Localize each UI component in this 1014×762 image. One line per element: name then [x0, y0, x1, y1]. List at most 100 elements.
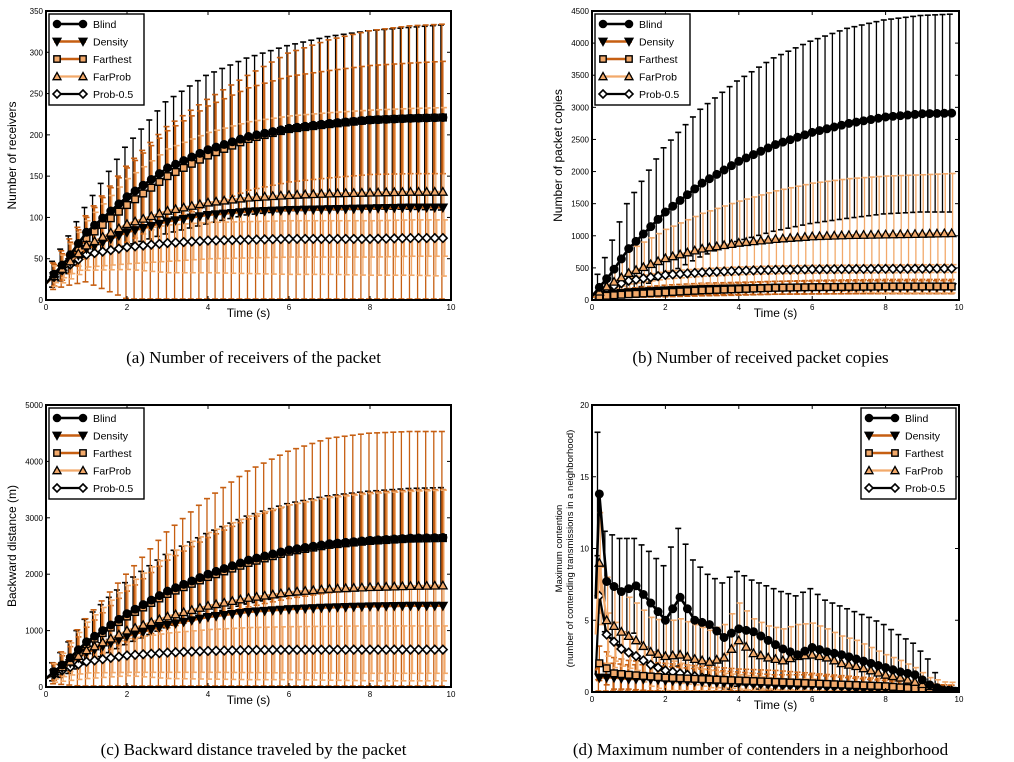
data-point [260, 551, 270, 561]
data-point [137, 213, 149, 223]
data-point [718, 652, 730, 662]
data-point [866, 681, 875, 690]
data-point [316, 540, 326, 550]
data-point [275, 233, 287, 245]
data-point [733, 237, 745, 247]
data-point [170, 608, 181, 619]
data-point [259, 606, 271, 617]
x-axis-label: Time (s) [227, 306, 271, 320]
y-tick-label: 2000 [25, 570, 43, 579]
data-point [380, 644, 392, 655]
data-point [210, 196, 222, 206]
legend-marker [889, 482, 901, 494]
caption-d: (d) Maximum number of contenders in a ne… [572, 740, 949, 759]
data-point [910, 670, 920, 680]
data-point [683, 674, 692, 683]
data-point [668, 287, 677, 296]
y-tick-label: 250 [30, 90, 44, 99]
data-point [712, 626, 722, 636]
data-point [130, 186, 140, 196]
data-point [711, 240, 723, 251]
data-point [73, 239, 83, 249]
data-point [397, 534, 407, 544]
y-axis-label: Backward distance (m) [5, 485, 19, 607]
y-tick-label: 0 [39, 683, 44, 692]
data-point [49, 667, 59, 677]
data-point [814, 650, 825, 661]
data-point [638, 589, 648, 599]
data-point [793, 283, 802, 292]
data-point [162, 610, 173, 621]
data-point [740, 641, 752, 651]
data-point [194, 198, 206, 209]
data-point [235, 558, 245, 568]
data-point [624, 670, 633, 679]
x-tick-label: 6 [810, 303, 815, 312]
data-point [121, 241, 133, 253]
data-point [631, 581, 641, 591]
data-point [332, 603, 343, 613]
data-point [777, 232, 789, 243]
data-point [308, 120, 318, 130]
data-point [793, 678, 802, 687]
data-point [771, 283, 780, 292]
data-point [866, 115, 876, 125]
chart-d: 0 2 4 6 8 10 0 5 10 15 20 Time (s) Maximum contentio… [554, 401, 964, 712]
data-point [275, 587, 287, 598]
data-point [284, 123, 294, 133]
data-point [340, 644, 352, 655]
legend-marker [625, 55, 633, 63]
data-point [73, 658, 84, 670]
data-point [874, 681, 883, 691]
data-point [793, 132, 802, 142]
data-point [858, 263, 869, 275]
data-point [139, 189, 148, 198]
data-point [638, 229, 648, 239]
data-point [381, 534, 391, 544]
data-point [251, 207, 262, 217]
data-point [267, 644, 279, 656]
data-point [916, 228, 928, 238]
data-point [924, 263, 935, 274]
data-point [341, 117, 351, 127]
legend-entry-prob-0.5: Prob-0.5 [597, 88, 679, 101]
data-point [726, 628, 736, 638]
data-point [437, 232, 449, 244]
data-point [800, 130, 810, 140]
legend-entry-prob-0.5: Prob-0.5 [51, 482, 133, 495]
data-point [333, 118, 343, 128]
data-point [307, 233, 319, 245]
legend-marker [624, 19, 634, 29]
data-point [623, 647, 635, 658]
data-point [130, 604, 140, 614]
data-point [828, 654, 840, 665]
data-point [917, 109, 927, 119]
data-point [406, 533, 415, 543]
data-point [800, 283, 809, 292]
data-point [674, 268, 686, 280]
data-point [822, 124, 832, 134]
y-tick-label: 0 [39, 296, 44, 305]
data-point [137, 648, 149, 660]
data-point [771, 640, 780, 650]
data-point [243, 592, 254, 602]
data-point [924, 228, 935, 238]
legend-entry-density: Density [863, 431, 941, 443]
y-tick-label: 3000 [25, 514, 43, 523]
data-point [652, 662, 664, 673]
data-point [113, 222, 125, 233]
data-point [894, 672, 906, 682]
data-point [145, 648, 157, 660]
data-point [698, 286, 707, 295]
data-point [421, 580, 433, 590]
legend-marker [623, 88, 635, 100]
data-point [260, 128, 270, 138]
data-point [866, 282, 875, 291]
data-point [595, 659, 604, 668]
legend-label: Farthest [905, 448, 944, 460]
data-point [726, 265, 737, 277]
legend-label: Blind [93, 413, 117, 425]
data-point [340, 603, 352, 613]
data-point [896, 282, 905, 291]
